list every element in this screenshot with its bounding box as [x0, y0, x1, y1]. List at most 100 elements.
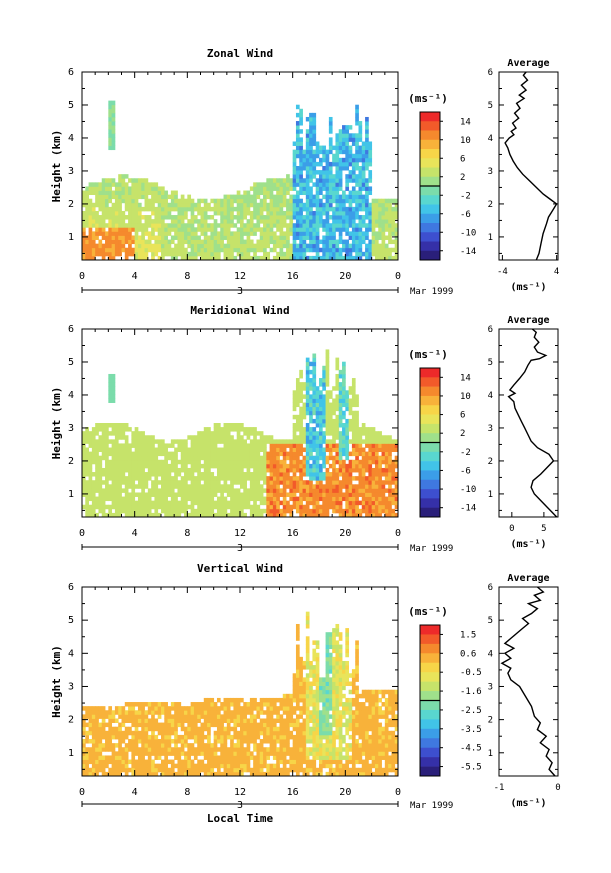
heatmap-cell — [164, 488, 168, 493]
heatmap-cell — [358, 247, 363, 253]
heatmap-cell — [276, 202, 280, 208]
heatmap-cell — [240, 451, 244, 457]
heatmap-cell — [236, 734, 241, 740]
heatmap-cell — [167, 239, 172, 245]
heatmap-cell — [394, 206, 399, 212]
heatmap-cell — [108, 767, 113, 773]
heatmap-cell — [82, 480, 86, 485]
meridional-y-axis-label: Height (km) — [50, 387, 63, 460]
heatmap-cell — [378, 439, 382, 444]
heatmap-cell — [226, 697, 231, 703]
heatmap-cell — [335, 137, 340, 142]
heatmap-cell — [309, 394, 313, 399]
heatmap-cell — [338, 451, 343, 457]
heatmap-cell — [230, 504, 234, 510]
heatmap-cell — [216, 759, 221, 765]
heatmap-cell — [335, 476, 340, 481]
heatmap-cell — [193, 751, 198, 756]
colorbar-tick-label: -14 — [460, 504, 476, 514]
heatmap-cell — [305, 190, 310, 196]
heatmap-cell — [312, 210, 317, 216]
heatmap-cell — [302, 206, 307, 212]
heatmap-cell — [286, 500, 290, 506]
heatmap-cell — [85, 706, 89, 711]
heatmap-cell — [358, 255, 363, 261]
heatmap-cell — [328, 427, 333, 432]
heatmap-cell — [378, 206, 382, 212]
heatmap-cell — [388, 500, 392, 506]
heatmap-cell — [91, 243, 96, 249]
heatmap-cell — [309, 406, 313, 412]
colorbar-swatch — [420, 414, 440, 425]
heatmap-cell — [299, 418, 303, 424]
heatmap-cell — [315, 190, 320, 196]
heatmap-cell — [266, 492, 271, 497]
heatmap-cell — [355, 206, 359, 212]
heatmap-cell — [164, 747, 168, 752]
heatmap-cell — [335, 251, 340, 257]
heatmap-cell — [223, 747, 228, 752]
heatmap-cell — [170, 771, 175, 777]
heatmap-cell — [338, 480, 343, 485]
heatmap-cell — [302, 215, 307, 220]
heatmap-cell — [236, 239, 241, 245]
heatmap-cell — [384, 476, 389, 481]
heatmap-cell — [128, 476, 132, 481]
heatmap-cell — [240, 235, 244, 240]
heatmap-cell — [361, 504, 366, 510]
heatmap-cell — [124, 734, 129, 740]
heatmap-cell — [243, 194, 247, 200]
heatmap-cell — [332, 194, 336, 200]
heatmap-cell — [263, 443, 267, 448]
heatmap-cell — [256, 223, 261, 228]
heatmap-cell — [272, 484, 277, 489]
heatmap-cell — [187, 255, 192, 261]
heatmap-cell — [177, 223, 182, 228]
heatmap-cell — [157, 714, 162, 719]
heatmap-cell — [200, 210, 205, 216]
heatmap-cell — [164, 455, 168, 461]
heatmap-cell — [355, 104, 359, 110]
heatmap-cell — [240, 484, 244, 489]
heatmap-cell — [292, 239, 297, 245]
heatmap-cell — [286, 467, 290, 473]
heatmap-cell — [338, 141, 343, 146]
heatmap-cell — [193, 219, 198, 224]
heatmap-cell — [292, 182, 297, 187]
heatmap-cell — [85, 455, 89, 461]
heatmap-cell — [114, 767, 119, 773]
heatmap-cell — [190, 476, 195, 481]
heatmap-cell — [259, 255, 264, 261]
heatmap-cell — [203, 443, 208, 448]
heatmap-cell — [161, 463, 165, 469]
heatmap-cell — [184, 215, 188, 220]
heatmap-cell — [154, 447, 159, 453]
heatmap-cell — [355, 451, 359, 457]
heatmap-cell — [279, 472, 284, 477]
heatmap-cell — [328, 186, 333, 191]
heatmap-cell — [312, 137, 317, 142]
heatmap-cell — [319, 202, 323, 208]
heatmap-cell — [322, 365, 326, 371]
heatmap-cell — [342, 378, 346, 383]
heatmap-cell — [345, 476, 350, 481]
heatmap-cell — [286, 206, 290, 212]
heatmap-cell — [309, 439, 313, 444]
heatmap-cell — [226, 484, 231, 489]
heatmap-cell — [374, 488, 379, 493]
heatmap-cell — [299, 476, 303, 481]
heatmap-cell — [325, 439, 330, 444]
heatmap-cell — [184, 767, 188, 773]
heatmap-cell — [82, 739, 86, 744]
zonal-y-axis-label: Height (km) — [50, 130, 63, 203]
heatmap-cell — [391, 439, 396, 444]
heatmap-cell — [144, 734, 149, 740]
heatmap-cell — [365, 255, 369, 261]
heatmap-cell — [180, 718, 185, 723]
heatmap-cell — [203, 726, 208, 732]
heatmap-cell — [391, 219, 396, 224]
heatmap-cell — [121, 210, 126, 216]
heatmap-cell — [348, 157, 353, 163]
x-tick-label: 0 — [79, 528, 85, 539]
heatmap-cell — [137, 206, 142, 212]
